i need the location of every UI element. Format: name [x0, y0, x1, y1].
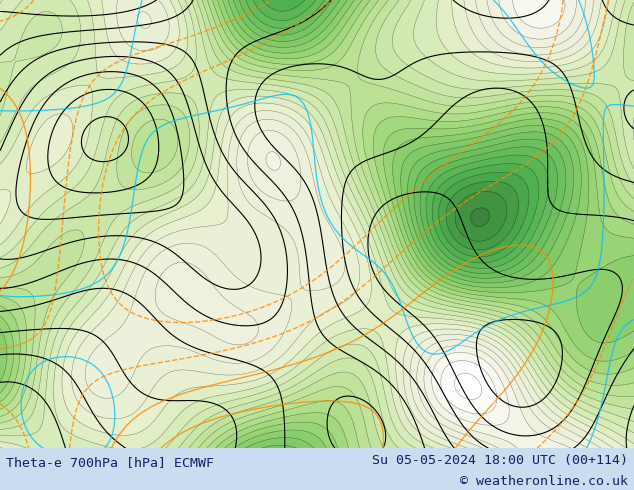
- Text: Su 05-05-2024 18:00 UTC (00+114): Su 05-05-2024 18:00 UTC (00+114): [372, 454, 628, 467]
- Text: © weatheronline.co.uk: © weatheronline.co.uk: [460, 475, 628, 488]
- Text: Theta-e 700hPa [hPa] ECMWF: Theta-e 700hPa [hPa] ECMWF: [6, 456, 214, 469]
